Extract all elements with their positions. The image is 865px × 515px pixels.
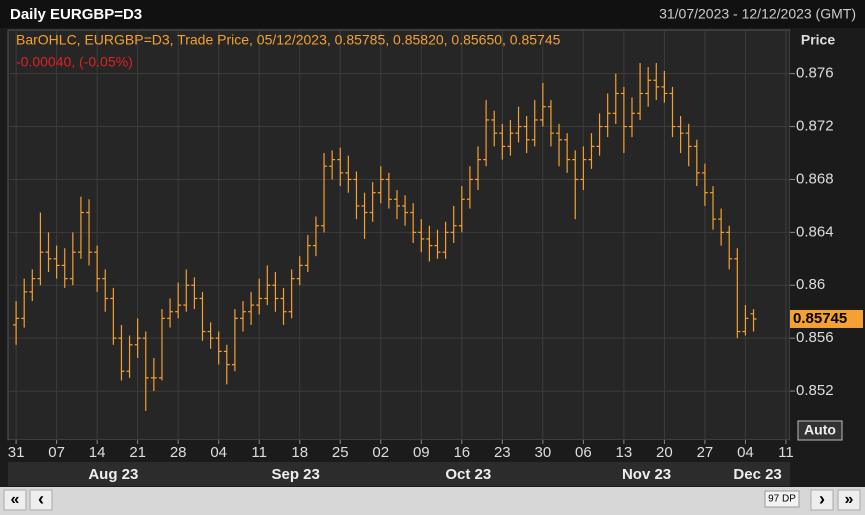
day-axis xyxy=(8,440,790,462)
y-axis-label: Price xyxy=(801,32,835,48)
x-tick-label: 11 xyxy=(778,444,794,461)
month-label: Aug 23 xyxy=(88,466,138,483)
plot-layer xyxy=(8,30,790,440)
x-tick-label: 21 xyxy=(129,444,146,461)
month-label: Dec 23 xyxy=(733,466,781,483)
x-tick-label: 11 xyxy=(251,444,267,461)
x-tick-label: 23 xyxy=(494,444,511,461)
first-label[interactable]: « xyxy=(11,491,20,508)
x-tick-label: 20 xyxy=(656,444,673,461)
y-tick-label: 0.868 xyxy=(796,170,834,187)
x-tick-label: 16 xyxy=(453,444,470,461)
y-tick-label: 0.86 xyxy=(796,276,825,293)
month-label: Sep 23 xyxy=(271,466,319,483)
x-tick-label: 02 xyxy=(372,444,389,461)
price-axis xyxy=(790,30,865,440)
auto-button[interactable] xyxy=(797,420,843,441)
next-button[interactable] xyxy=(810,489,834,511)
x-tick-label: 18 xyxy=(291,444,308,461)
month-label: Oct 23 xyxy=(445,466,491,483)
points-box xyxy=(764,490,800,508)
x-tick-label: 04 xyxy=(210,444,227,461)
header-title: Daily EURGBP=D3 xyxy=(10,6,142,23)
x-tick-label: 07 xyxy=(48,444,65,461)
auto-label[interactable]: Auto xyxy=(804,422,836,438)
first-button[interactable] xyxy=(3,489,27,511)
x-tick-label: 25 xyxy=(332,444,349,461)
x-tick-label: 27 xyxy=(697,444,714,461)
x-tick-label: 09 xyxy=(413,444,430,461)
y-tick-label: 0.876 xyxy=(796,65,834,82)
last-button[interactable] xyxy=(837,489,861,511)
x-tick-label: 31 xyxy=(8,444,25,461)
x-tick-label: 06 xyxy=(575,444,592,461)
y-tick-label: 0.864 xyxy=(796,223,834,240)
header-range: 31/07/2023 - 12/12/2023 (GMT) xyxy=(659,6,856,22)
legend: BarOHLC, EURGBP=D3, Trade Price, 05/12/2… xyxy=(16,32,561,48)
x-tick-label: 14 xyxy=(89,444,106,461)
last-price-box xyxy=(790,309,863,328)
y-tick-label: 0.872 xyxy=(796,118,834,135)
y-tick-label: 0.856 xyxy=(796,329,834,346)
y-tick-label: 0.852 xyxy=(796,382,834,399)
last-label[interactable]: » xyxy=(845,491,854,508)
x-tick-label: 13 xyxy=(616,444,633,461)
x-tick-label: 30 xyxy=(534,444,551,461)
last-price-label: 0.85745 xyxy=(793,310,847,327)
next-label[interactable]: › xyxy=(819,489,825,509)
scrollbar xyxy=(0,487,865,515)
plot-area xyxy=(7,29,791,441)
month-label: Nov 23 xyxy=(622,466,671,483)
month-axis xyxy=(8,462,790,486)
prev-button[interactable] xyxy=(29,489,53,511)
prev-label[interactable]: ‹ xyxy=(38,489,44,509)
x-tick-label: 28 xyxy=(170,444,187,461)
x-tick-label: 04 xyxy=(737,444,754,461)
points-label: 97 DP xyxy=(768,494,796,505)
change: -0.00040, (-0.05%) xyxy=(16,54,133,70)
header-bar xyxy=(0,0,865,28)
